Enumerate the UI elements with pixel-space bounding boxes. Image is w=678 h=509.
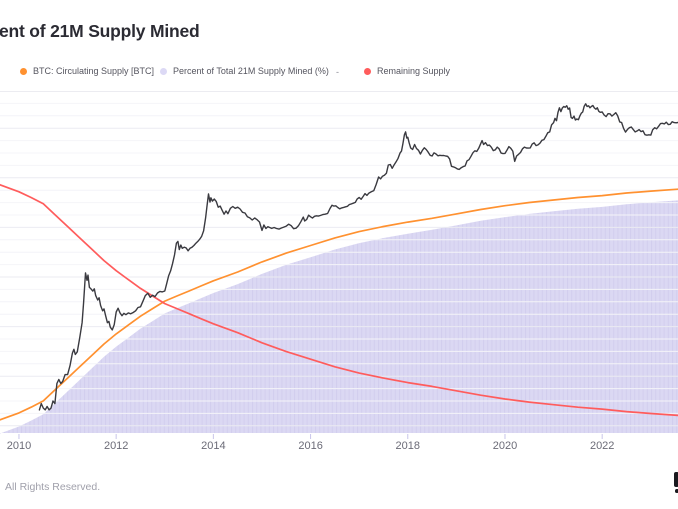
x-axis-label-2020: 2020 (492, 440, 518, 452)
x-axis-label-2010: 2010 (6, 440, 32, 452)
btc-price-line-series (38, 103, 678, 411)
x-axis-label-2014: 2014 (201, 440, 226, 452)
brand-logo-glyph (674, 472, 678, 487)
copyright-text: All Rights Reserved. (5, 481, 101, 493)
legend-dot-remaining-supply-icon (364, 67, 371, 75)
x-axis-label-2022: 2022 (589, 440, 615, 452)
x-axis-label-2016: 2016 (298, 440, 323, 452)
circulating-supply-line-series (0, 188, 678, 421)
remaining-supply-line-series (0, 183, 678, 417)
legend-label-percent-mined: Percent of Total 21M Supply Mined (%) (173, 66, 329, 76)
chart-title: ent of 21M Supply Mined (0, 21, 200, 41)
x-axis-labels: 2010 2012 2014 2016 2018 2020 2022 (0, 440, 678, 454)
x-axis-label-2018: 2018 (395, 440, 421, 452)
legend-label-circulating-supply: BTC: Circulating Supply [BTC] (33, 66, 155, 76)
page-footer: All Rights Reserved. (0, 470, 678, 509)
legend-item-remaining-supply[interactable]: Remaining Supply (364, 66, 450, 76)
chart-header: ent of 21M Supply Mined BTC: Circulating… (0, 0, 678, 92)
legend-separator: - (336, 67, 339, 77)
x-axis-label-2012: 2012 (103, 440, 129, 452)
legend-item-circulating-supply[interactable]: BTC: Circulating Supply [BTC] (20, 66, 154, 76)
legend-dot-circulating-supply-icon (20, 67, 27, 75)
legend-dot-percent-mined-icon (160, 67, 167, 75)
legend-label-remaining-supply: Remaining Supply (377, 66, 451, 76)
legend-item-percent-mined[interactable]: Percent of Total 21M Supply Mined (%) (160, 66, 329, 76)
percent-mined-area-series (0, 200, 678, 434)
chart-legend: BTC: Circulating Supply [BTC] Percent of… (0, 66, 678, 82)
brand-logo-dot (675, 489, 678, 493)
brand-logo-partial (671, 472, 678, 498)
